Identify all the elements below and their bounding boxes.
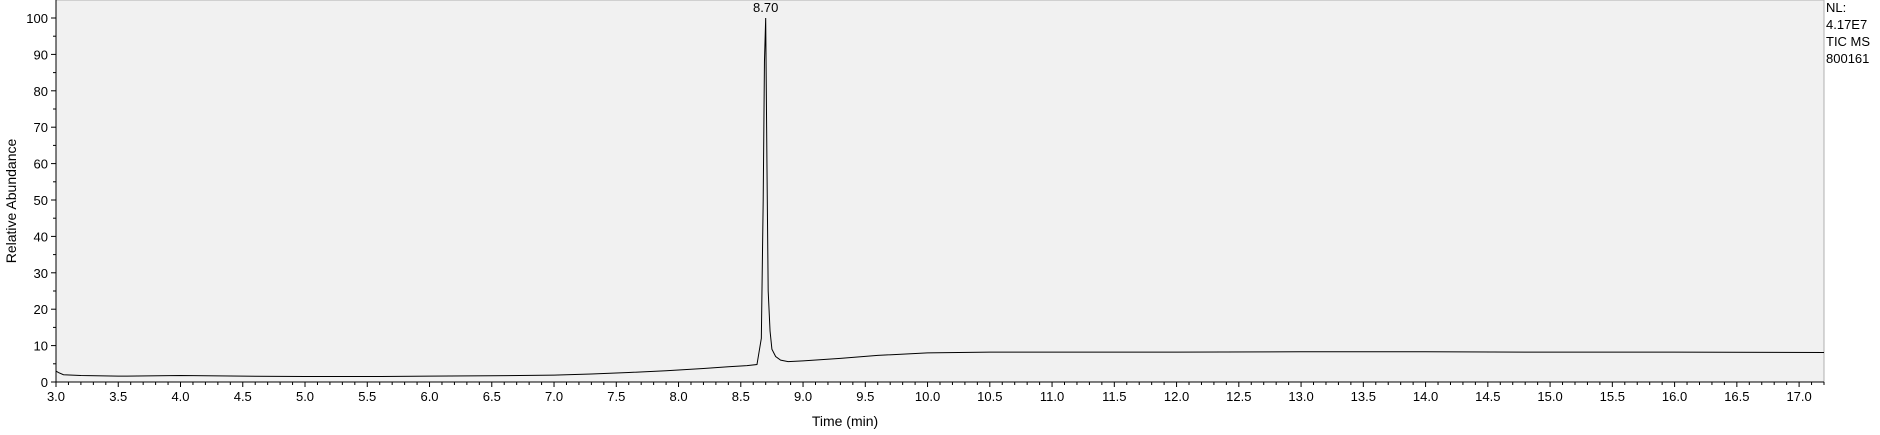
y-tick-label: 90 — [34, 47, 48, 62]
y-tick-label: 80 — [34, 84, 48, 99]
y-axis-title: Relative Abundance — [3, 139, 19, 264]
y-tick-label: 60 — [34, 157, 48, 172]
x-tick-label: 13.0 — [1288, 389, 1313, 404]
x-tick-label: 6.5 — [483, 389, 501, 404]
x-tick-label: 12.5 — [1226, 389, 1251, 404]
x-tick-label: 14.0 — [1413, 389, 1438, 404]
x-tick-label: 8.5 — [732, 389, 750, 404]
x-tick-label: 10.0 — [915, 389, 940, 404]
x-tick-label: 3.5 — [109, 389, 127, 404]
y-tick-label: 0 — [41, 375, 48, 390]
x-tick-label: 5.0 — [296, 389, 314, 404]
x-tick-label: 7.0 — [545, 389, 563, 404]
info-line-file-id: 800161 — [1826, 51, 1869, 66]
x-tick-label: 15.0 — [1537, 389, 1562, 404]
x-tick-label: 16.5 — [1724, 389, 1749, 404]
x-tick-label: 3.0 — [47, 389, 65, 404]
x-tick-label: 16.0 — [1662, 389, 1687, 404]
y-tick-label: 30 — [34, 266, 48, 281]
x-axis-ticks: 3.0 3.5 4.0 4.5 5.0 5.5 6.0 6.5 7.0 7.5 8.0 8.5 9.0 9… — [47, 382, 1825, 404]
x-tick-label: 9.0 — [794, 389, 812, 404]
y-tick-label: 50 — [34, 193, 48, 208]
info-line-nl: NL: — [1826, 0, 1846, 15]
y-tick-label: 10 — [34, 339, 48, 354]
x-tick-label: 12.0 — [1164, 389, 1189, 404]
x-tick-label: 17.0 — [1786, 389, 1811, 404]
x-tick-label: 11.0 — [1040, 389, 1064, 404]
x-tick-label: 9.5 — [856, 389, 874, 404]
info-line-nl-value: 4.17E7 — [1826, 17, 1867, 32]
x-tick-label: 7.5 — [607, 389, 625, 404]
y-axis-ticks: 0 10 20 30 40 50 60 70 80 90 100 — [26, 11, 56, 390]
tic-trace-line — [55, 17, 1825, 378]
x-tick-label: 8.0 — [669, 389, 687, 404]
x-tick-label: 4.0 — [171, 389, 189, 404]
x-tick-label: 15.5 — [1600, 389, 1625, 404]
y-tick-label: 20 — [34, 302, 48, 317]
x-tick-label: 6.0 — [420, 389, 438, 404]
scan-info-block: NL: 4.17E7 TIC MS 800161 — [1826, 0, 1870, 66]
peak-annotation-label: 8.70 — [753, 0, 778, 15]
info-line-scan-type: TIC MS — [1826, 34, 1870, 49]
x-tick-label: 14.5 — [1475, 389, 1500, 404]
x-tick-label: 4.5 — [234, 389, 252, 404]
x-tick-label: 5.5 — [358, 389, 376, 404]
x-tick-label: 13.5 — [1351, 389, 1376, 404]
x-axis-title: Time (min) — [812, 413, 878, 429]
x-tick-label: 11.5 — [1102, 389, 1126, 404]
y-tick-label: 100 — [26, 11, 48, 26]
x-tick-label: 10.5 — [977, 389, 1002, 404]
y-tick-label: 70 — [34, 120, 48, 135]
plot-area — [55, 0, 1825, 383]
y-tick-label: 40 — [34, 229, 48, 244]
